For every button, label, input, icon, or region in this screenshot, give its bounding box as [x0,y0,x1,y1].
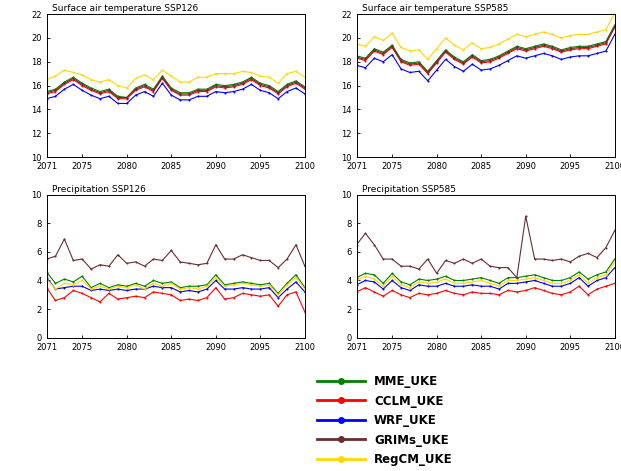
Text: Precipitation SSP126: Precipitation SSP126 [52,185,145,194]
Text: Surface air temperature SSP585: Surface air temperature SSP585 [361,4,508,13]
Text: Surface air temperature SSP126: Surface air temperature SSP126 [52,4,198,13]
Text: Precipitation SSP585: Precipitation SSP585 [361,185,456,194]
Legend: MME_UKE, CCLM_UKE, WRF_UKE, GRIMs_UKE, RegCM_UKE: MME_UKE, CCLM_UKE, WRF_UKE, GRIMs_UKE, R… [312,371,458,471]
